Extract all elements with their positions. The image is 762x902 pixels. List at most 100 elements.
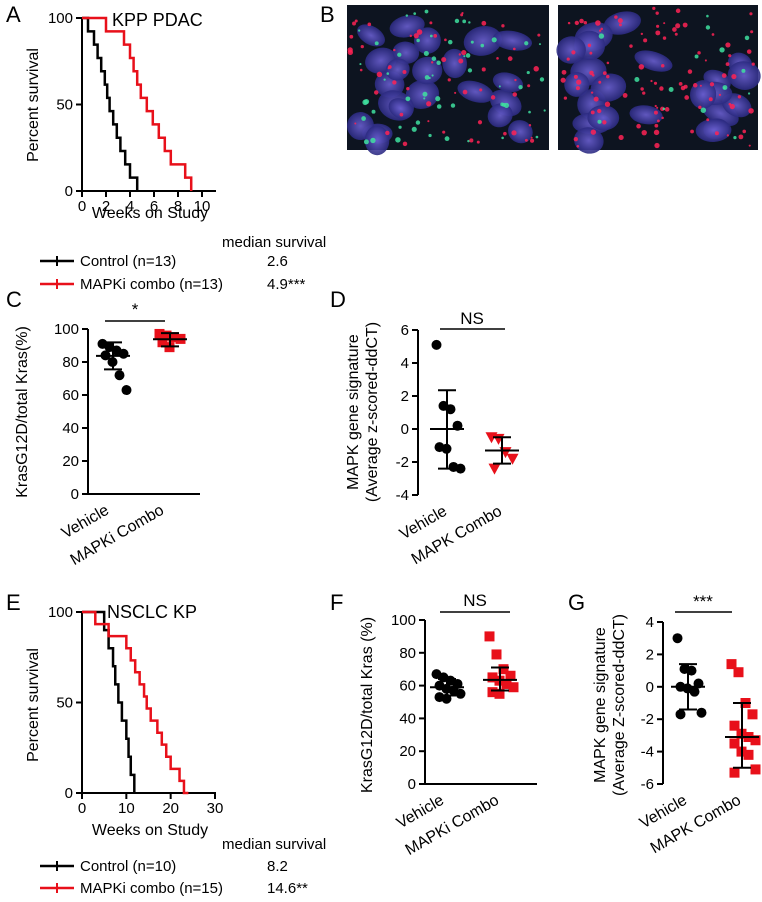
- green-speckle: [597, 119, 602, 124]
- green-speckle: [428, 133, 432, 138]
- nucleus-shape: [385, 58, 410, 81]
- data-point: [506, 453, 519, 465]
- panel-c-cat-combo: MAPKi Combo: [68, 502, 167, 569]
- red-speckle: [725, 62, 730, 67]
- green-speckle: [422, 91, 428, 97]
- data-point: [168, 332, 179, 343]
- green-speckle: [359, 63, 362, 66]
- red-speckle: [462, 89, 468, 95]
- green-speckle: [700, 107, 707, 113]
- red-speckle: [589, 70, 594, 76]
- green-speckle: [535, 135, 539, 139]
- red-speckle: [654, 142, 660, 149]
- red-speckle: [718, 93, 722, 97]
- y-tick-label: 20: [62, 453, 79, 470]
- red-speckle: [524, 138, 528, 142]
- red-speckle: [376, 71, 383, 78]
- red-speckle: [749, 12, 753, 16]
- y-tick-label: 4: [401, 355, 409, 372]
- data-point: [431, 339, 442, 350]
- y-tick-label: 0: [401, 421, 409, 438]
- red-speckle: [481, 20, 487, 26]
- red-speckle: [643, 38, 648, 43]
- green-speckle: [357, 29, 361, 32]
- nucleus-shape: [392, 41, 420, 64]
- red-speckle: [416, 29, 423, 35]
- red-speckle: [728, 102, 732, 106]
- y-tick-label: 60: [62, 387, 79, 404]
- y-tick-label: 0: [646, 679, 654, 696]
- red-speckle: [352, 21, 356, 26]
- red-speckle: [629, 44, 633, 48]
- data-point: [750, 764, 761, 775]
- red-speckle: [590, 91, 594, 94]
- nucleus-shape: [629, 105, 663, 125]
- red-speckle: [604, 101, 611, 107]
- panel-d-sig: NS: [460, 309, 484, 328]
- red-speckle: [638, 64, 645, 70]
- survival-curve: [82, 610, 189, 795]
- green-speckle: [528, 110, 531, 114]
- panel-letter-g: G: [568, 590, 585, 615]
- red-speckle: [427, 120, 430, 123]
- green-speckle: [450, 103, 456, 108]
- data-point: [743, 749, 754, 760]
- red-speckle: [354, 19, 358, 23]
- green-speckle: [463, 55, 466, 58]
- red-speckle: [430, 61, 434, 64]
- red-speckle: [402, 69, 407, 74]
- red-speckle: [563, 96, 568, 100]
- panel-e: E NSCLC KP Percent survival Weeks on Stu…: [6, 590, 326, 897]
- red-speckle: [590, 110, 595, 115]
- data-point: [157, 337, 168, 348]
- red-speckle: [426, 101, 432, 107]
- red-speckle: [533, 66, 539, 72]
- data-point: [121, 385, 132, 396]
- panel-e-median-header: median survival: [222, 836, 326, 853]
- panel-f-plot: 0 20 40 60 80 100: [391, 612, 519, 793]
- red-speckle: [728, 54, 732, 58]
- green-speckle: [423, 97, 426, 100]
- panel-e-ylabel: Percent survival: [25, 648, 42, 762]
- nucleus-shape: [492, 72, 523, 93]
- green-speckle: [431, 56, 437, 61]
- nucleus-shape: [405, 79, 440, 109]
- green-speckle: [405, 14, 409, 17]
- nucleus-shape: [508, 120, 533, 144]
- micrograph-right: [556, 5, 761, 154]
- red-speckle: [576, 79, 582, 85]
- green-speckle: [705, 25, 711, 30]
- panel-letter-e: E: [6, 590, 21, 615]
- red-speckle: [692, 83, 698, 88]
- micrograph-left: [347, 5, 549, 156]
- x-tick-label: 2: [102, 198, 110, 215]
- red-speckle: [354, 122, 357, 125]
- x-tick-label: 10: [194, 198, 211, 215]
- nucleus-shape: [463, 26, 502, 56]
- red-speckle: [682, 22, 688, 28]
- y-tick-label: -2: [396, 454, 409, 471]
- survival-curve: [82, 16, 193, 191]
- red-speckle: [684, 95, 690, 100]
- green-speckle: [598, 33, 605, 39]
- y-tick-label: 2: [401, 388, 409, 405]
- nucleus-shape: [590, 73, 627, 102]
- legend-median-mapki: 4.9***: [267, 276, 306, 293]
- red-speckle: [618, 23, 622, 27]
- red-speckle: [512, 92, 518, 97]
- green-speckle: [413, 12, 417, 15]
- green-speckle: [539, 77, 545, 82]
- legend-median-control: 8.2: [267, 858, 288, 875]
- red-speckle: [738, 134, 744, 140]
- data-point: [114, 370, 125, 381]
- red-speckle: [704, 59, 707, 62]
- red-speckle: [606, 61, 610, 65]
- panel-a-curves: [82, 16, 193, 191]
- red-speckle: [393, 48, 396, 52]
- panel-f-cat-combo: MAPKi Combo: [403, 792, 502, 859]
- green-speckle: [501, 136, 504, 140]
- green-speckle: [462, 19, 467, 24]
- red-speckle: [598, 29, 602, 32]
- panel-g-plot: -6 -4 -2 0 2 4: [641, 614, 761, 793]
